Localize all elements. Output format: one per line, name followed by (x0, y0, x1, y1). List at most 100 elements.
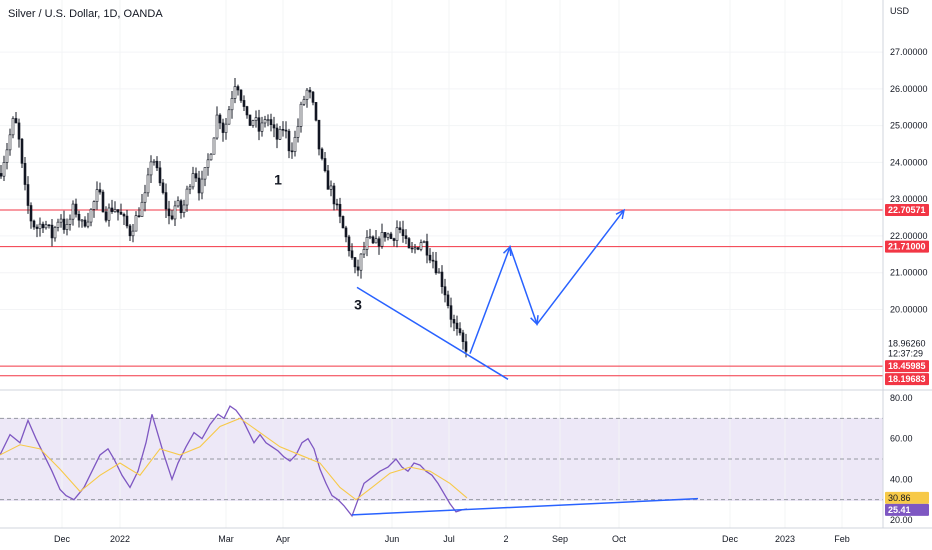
rsi-divergence-line[interactable] (351, 497, 699, 516)
candle-body (98, 189, 102, 193)
candle-body (323, 158, 327, 172)
candle-body (239, 89, 243, 101)
candle-body (236, 86, 240, 91)
time-tick-label: 2023 (775, 534, 795, 544)
candle-body (434, 260, 438, 274)
candle-body (32, 220, 36, 228)
candle-body (116, 209, 120, 213)
support-trendline[interactable] (356, 286, 509, 380)
candle-body (461, 332, 465, 342)
candle-body (320, 148, 324, 159)
candle-body (11, 118, 15, 136)
candle-body (377, 238, 381, 247)
candle-body (293, 137, 297, 152)
price-level-tag-bg (885, 203, 929, 216)
candle-body (242, 100, 246, 107)
candle-body (371, 236, 375, 244)
candle-body (29, 205, 33, 222)
time-tick-label: Apr (276, 534, 290, 544)
time-axis[interactable]: Dec 2022 Mar Apr Jun Jul 2 Sep Oct Dec 2023 Feb (54, 534, 850, 544)
candle-body (38, 223, 42, 229)
rsi-value-tag: 30.86 (888, 493, 911, 503)
candle-body (398, 227, 402, 230)
candle-body (440, 271, 444, 288)
candle-body (2, 162, 6, 177)
price-tags: 22.70571 21.71000 18.45985 18.19683 18.96260… (885, 203, 929, 516)
candle-body (374, 238, 378, 244)
candle-body (158, 167, 162, 184)
candle-body (425, 241, 429, 256)
candle-body (386, 233, 390, 238)
candle-body (176, 200, 180, 207)
candle-body (326, 170, 330, 190)
candle-body (119, 211, 123, 215)
candle-body (125, 215, 129, 227)
candle-body (254, 117, 258, 121)
rsi-value-tag-bg (885, 503, 929, 516)
price-tick-label: 27.00000 (890, 47, 928, 57)
candle-body (362, 249, 366, 255)
candle-body (146, 174, 150, 194)
candle-body (317, 119, 321, 150)
rsi-tick-label: 40.00 (890, 474, 913, 484)
candle-body (104, 211, 108, 221)
candle-body (284, 129, 288, 132)
time-tick-label: 2 (503, 534, 508, 544)
rsi-lines (0, 405, 883, 518)
price-tick-label: 24.00000 (890, 157, 928, 167)
candle-body (308, 89, 312, 93)
candle-body (464, 341, 468, 352)
candle-body (194, 173, 198, 179)
time-tick-label: Sep (552, 534, 568, 544)
candle-body (218, 114, 222, 124)
candle-body (266, 119, 270, 121)
candle-body (44, 224, 48, 229)
candle-body (182, 204, 186, 214)
time-tick-label: Dec (54, 534, 71, 544)
candle-body (23, 163, 27, 185)
price-tick-label: 25.00000 (890, 121, 928, 131)
rsi-value-tag-bg (885, 491, 929, 504)
candle-body (185, 188, 189, 206)
projection-path[interactable] (469, 209, 625, 354)
candle-body (179, 200, 183, 214)
wave-label: 1 (274, 171, 282, 187)
candle-body (224, 123, 228, 133)
drawings[interactable]: 13 (274, 171, 626, 380)
candle-body (455, 322, 459, 329)
candle-body (251, 120, 255, 126)
candle-body (332, 185, 336, 205)
candle-body (416, 247, 420, 250)
candle-body (140, 201, 144, 217)
rsi-axis[interactable]: 80.00 60.00 40.00 20.00 (890, 393, 913, 525)
candle-body (128, 225, 132, 237)
candle-body (350, 250, 354, 258)
candle-body (401, 229, 405, 236)
candle-body (341, 216, 345, 229)
candle-body (260, 122, 264, 132)
candle-body (173, 205, 177, 220)
projection-arrowhead (615, 208, 626, 220)
candle-body (359, 253, 363, 271)
projection-arrowhead (530, 315, 539, 326)
candle-body (413, 247, 417, 250)
candle-body (77, 213, 81, 221)
candle-body (203, 167, 207, 180)
candle-body (431, 259, 435, 262)
price-axis[interactable]: 27.00000 26.00000 25.00000 24.00000 23.00000… (890, 47, 928, 314)
rsi-ma-line (0, 417, 468, 501)
time-tick-label: Dec (722, 534, 739, 544)
price-tick-label: 20.00000 (890, 304, 928, 314)
price-tick-label: 26.00000 (890, 84, 928, 94)
currency-label: USD (890, 6, 910, 16)
candle-body (0, 173, 3, 177)
price-levels (0, 209, 883, 377)
candle-body (443, 286, 447, 296)
time-tick-label: 2022 (110, 534, 130, 544)
candle-body (41, 223, 45, 229)
candle-body (344, 227, 348, 238)
candle-body (272, 124, 276, 129)
candle-body (395, 227, 399, 241)
candle-body (353, 257, 357, 268)
